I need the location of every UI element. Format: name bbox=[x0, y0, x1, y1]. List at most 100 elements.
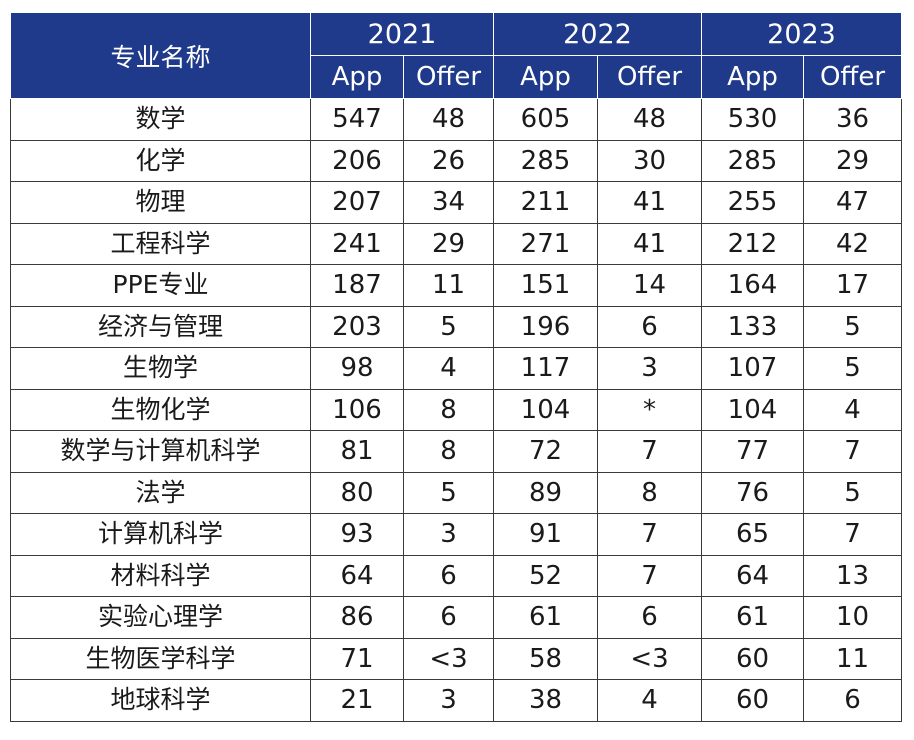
app-column-header: App bbox=[701, 55, 804, 99]
app-2021-cell: 81 bbox=[310, 430, 404, 473]
app-2023-cell: 285 bbox=[701, 139, 804, 182]
offer-2021-cell: 34 bbox=[403, 181, 494, 224]
offer-2023-cell: 11 bbox=[803, 637, 902, 680]
offer-2022-cell: 30 bbox=[597, 139, 702, 182]
table-row: 材料科学 64 6 52 7 64 13 bbox=[10, 554, 902, 597]
header-row-years: 专业名称 2021 2022 2023 bbox=[10, 12, 902, 99]
app-2021-cell: 547 bbox=[310, 98, 404, 141]
offer-2022-cell: 3 bbox=[597, 347, 702, 390]
app-2023-cell: 530 bbox=[701, 98, 804, 141]
app-2022-cell: 271 bbox=[493, 222, 598, 265]
offer-2023-cell: 7 bbox=[803, 430, 902, 473]
app-2022-cell: 58 bbox=[493, 637, 598, 680]
app-2022-cell: 52 bbox=[493, 554, 598, 597]
admissions-table: 专业名称 2021 2022 2023 App Offer App Offer … bbox=[10, 12, 902, 722]
offer-2022-cell: 48 bbox=[597, 98, 702, 141]
app-2023-cell: 76 bbox=[701, 471, 804, 514]
year-header-2022: 2022 bbox=[493, 12, 702, 56]
table-row: 生物化学 106 8 104 * 104 4 bbox=[10, 388, 902, 431]
offer-2023-cell: 13 bbox=[803, 554, 902, 597]
table-row: 物理 207 34 211 41 255 47 bbox=[10, 181, 902, 224]
offer-column-header: Offer bbox=[403, 55, 494, 99]
app-2023-cell: 164 bbox=[701, 264, 804, 307]
year-header-2021: 2021 bbox=[310, 12, 494, 56]
offer-2023-cell: 6 bbox=[803, 679, 902, 722]
table-row: 计算机科学 93 3 91 7 65 7 bbox=[10, 513, 902, 556]
year-header-2023: 2023 bbox=[701, 12, 902, 56]
offer-2022-cell: 41 bbox=[597, 222, 702, 265]
major-name-cell: 工程科学 bbox=[10, 222, 311, 265]
app-2023-cell: 64 bbox=[701, 554, 804, 597]
table-row: 实验心理学 86 6 61 6 61 10 bbox=[10, 596, 902, 639]
offer-2022-cell: 7 bbox=[597, 554, 702, 597]
major-name-cell: PPE专业 bbox=[10, 264, 311, 307]
offer-2021-cell: 8 bbox=[403, 388, 494, 431]
major-name-cell: 法学 bbox=[10, 471, 311, 514]
offer-2021-cell: <3 bbox=[403, 637, 494, 680]
offer-2022-cell: 6 bbox=[597, 305, 702, 348]
offer-2023-cell: 29 bbox=[803, 139, 902, 182]
app-2023-cell: 60 bbox=[701, 637, 804, 680]
app-2023-cell: 61 bbox=[701, 596, 804, 639]
offer-2023-cell: 42 bbox=[803, 222, 902, 265]
major-name-cell: 化学 bbox=[10, 139, 311, 182]
major-name-cell: 生物化学 bbox=[10, 388, 311, 431]
app-2022-cell: 605 bbox=[493, 98, 598, 141]
table-row: 地球科学 21 3 38 4 60 6 bbox=[10, 679, 902, 722]
offer-column-header: Offer bbox=[597, 55, 702, 99]
table-row: 生物医学科学 71 <3 58 <3 60 11 bbox=[10, 637, 902, 680]
app-2023-cell: 212 bbox=[701, 222, 804, 265]
major-name-cell: 计算机科学 bbox=[10, 513, 311, 556]
app-2022-cell: 211 bbox=[493, 181, 598, 224]
offer-2021-cell: 11 bbox=[403, 264, 494, 307]
app-2023-cell: 107 bbox=[701, 347, 804, 390]
table-row: 数学 547 48 605 48 530 36 bbox=[10, 98, 902, 141]
offer-2022-cell: 41 bbox=[597, 181, 702, 224]
table-header: 专业名称 2021 2022 2023 App Offer App Offer … bbox=[10, 12, 902, 99]
app-2023-cell: 133 bbox=[701, 305, 804, 348]
app-2022-cell: 72 bbox=[493, 430, 598, 473]
offer-2021-cell: 26 bbox=[403, 139, 494, 182]
offer-2022-cell: <3 bbox=[597, 637, 702, 680]
app-2022-cell: 151 bbox=[493, 264, 598, 307]
app-column-header: App bbox=[493, 55, 598, 99]
app-2021-cell: 106 bbox=[310, 388, 404, 431]
major-name-cell: 生物学 bbox=[10, 347, 311, 390]
offer-2023-cell: 5 bbox=[803, 347, 902, 390]
offer-2023-cell: 17 bbox=[803, 264, 902, 307]
offer-2021-cell: 6 bbox=[403, 596, 494, 639]
app-2021-cell: 241 bbox=[310, 222, 404, 265]
offer-2021-cell: 6 bbox=[403, 554, 494, 597]
app-2021-cell: 86 bbox=[310, 596, 404, 639]
major-name-cell: 生物医学科学 bbox=[10, 637, 311, 680]
app-2021-cell: 80 bbox=[310, 471, 404, 514]
admissions-table-container: 专业名称 2021 2022 2023 App Offer App Offer … bbox=[10, 12, 902, 722]
app-2021-cell: 203 bbox=[310, 305, 404, 348]
offer-column-header: Offer bbox=[803, 55, 902, 99]
header-row-metrics: App Offer App Offer App Offer bbox=[11, 55, 902, 99]
offer-2022-cell: * bbox=[597, 388, 702, 431]
offer-2022-cell: 6 bbox=[597, 596, 702, 639]
app-2021-cell: 64 bbox=[310, 554, 404, 597]
offer-2022-cell: 14 bbox=[597, 264, 702, 307]
offer-2022-cell: 7 bbox=[597, 430, 702, 473]
app-2022-cell: 38 bbox=[493, 679, 598, 722]
major-column-header: 专业名称 bbox=[10, 12, 311, 99]
offer-2022-cell: 8 bbox=[597, 471, 702, 514]
offer-2021-cell: 48 bbox=[403, 98, 494, 141]
offer-2021-cell: 8 bbox=[403, 430, 494, 473]
offer-2022-cell: 7 bbox=[597, 513, 702, 556]
app-2023-cell: 60 bbox=[701, 679, 804, 722]
app-2023-cell: 255 bbox=[701, 181, 804, 224]
app-2021-cell: 93 bbox=[310, 513, 404, 556]
app-2023-cell: 104 bbox=[701, 388, 804, 431]
major-name-cell: 数学与计算机科学 bbox=[10, 430, 311, 473]
app-2023-cell: 77 bbox=[701, 430, 804, 473]
app-2021-cell: 98 bbox=[310, 347, 404, 390]
app-2022-cell: 104 bbox=[493, 388, 598, 431]
app-2021-cell: 71 bbox=[310, 637, 404, 680]
app-2022-cell: 285 bbox=[493, 139, 598, 182]
app-2021-cell: 187 bbox=[310, 264, 404, 307]
offer-2023-cell: 36 bbox=[803, 98, 902, 141]
table-body: 数学 547 48 605 48 530 36 化学 206 26 285 30 285 29 物理 207 3… bbox=[10, 98, 902, 722]
